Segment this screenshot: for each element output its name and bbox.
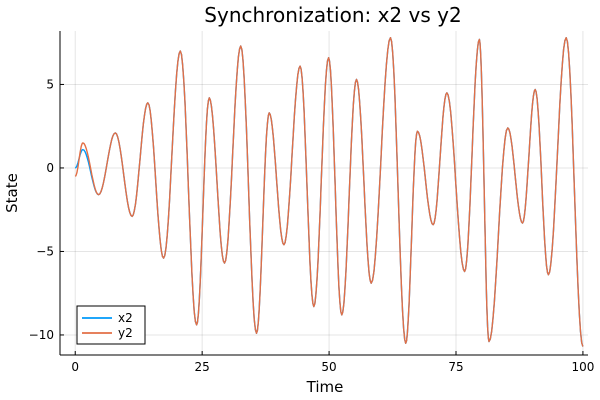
y-tick-label: −10	[29, 328, 54, 342]
x-tick-label: 0	[71, 360, 79, 374]
y-tick-label: −5	[36, 244, 54, 258]
y-axis-label: State	[3, 173, 21, 213]
plot-area	[74, 37, 584, 347]
series-line-y2	[74, 37, 584, 347]
x-tick-label: 50	[321, 360, 336, 374]
grid	[60, 31, 588, 355]
legend-box	[76, 305, 146, 345]
legend: x2 y2	[76, 305, 146, 345]
x-tick-label: 100	[571, 360, 594, 374]
legend-label-y2: y2	[118, 326, 133, 340]
x-tick-label: 25	[195, 360, 210, 374]
x-tick-label: 75	[448, 360, 463, 374]
y-tick-label: 5	[46, 77, 54, 91]
y-tick-label: 0	[46, 161, 54, 175]
x-axis-label: Time	[306, 378, 344, 396]
legend-label-x2: x2	[118, 311, 133, 325]
chart-title: Synchronization: x2 vs y2	[204, 3, 461, 27]
